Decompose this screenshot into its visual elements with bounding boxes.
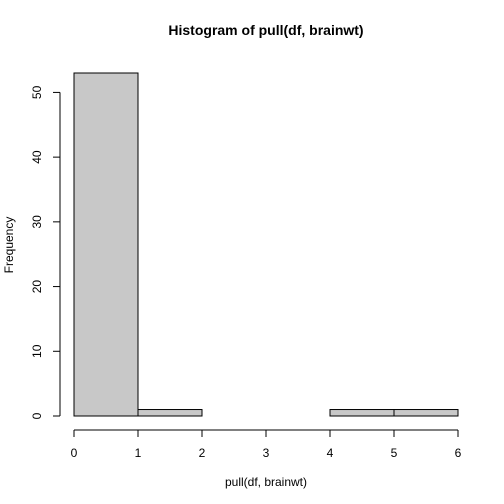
y-axis-label: Frequency	[2, 217, 16, 274]
histogram-bar-5	[393, 409, 459, 417]
x-axis-label: pull(df, brainwt)	[225, 475, 307, 489]
y-axis: 0 10 20 30 40 50	[30, 85, 61, 419]
y-tick-label-20: 20	[30, 280, 44, 294]
y-tick-label-40: 40	[30, 150, 44, 164]
histogram-bar-0	[73, 72, 139, 417]
x-tick-label-1: 1	[135, 446, 142, 460]
histogram-bar-1	[137, 409, 203, 417]
chart-title: Histogram of pull(df, brainwt)	[168, 22, 363, 38]
x-axis: 0 1 2 3 4 5 6	[71, 429, 462, 460]
y-tick-label-10: 10	[30, 344, 44, 358]
y-tick-label-30: 30	[30, 215, 44, 229]
y-tick-label-0: 0	[30, 412, 44, 419]
x-tick-label-4: 4	[327, 446, 334, 460]
x-tick-label-5: 5	[391, 446, 398, 460]
x-tick-label-0: 0	[71, 446, 78, 460]
x-tick-label-3: 3	[263, 446, 270, 460]
x-tick-label-2: 2	[199, 446, 206, 460]
y-tick-label-50: 50	[30, 85, 44, 99]
x-tick-label-6: 6	[455, 446, 462, 460]
histogram-bar-4	[329, 409, 395, 417]
bars-group	[73, 72, 459, 417]
